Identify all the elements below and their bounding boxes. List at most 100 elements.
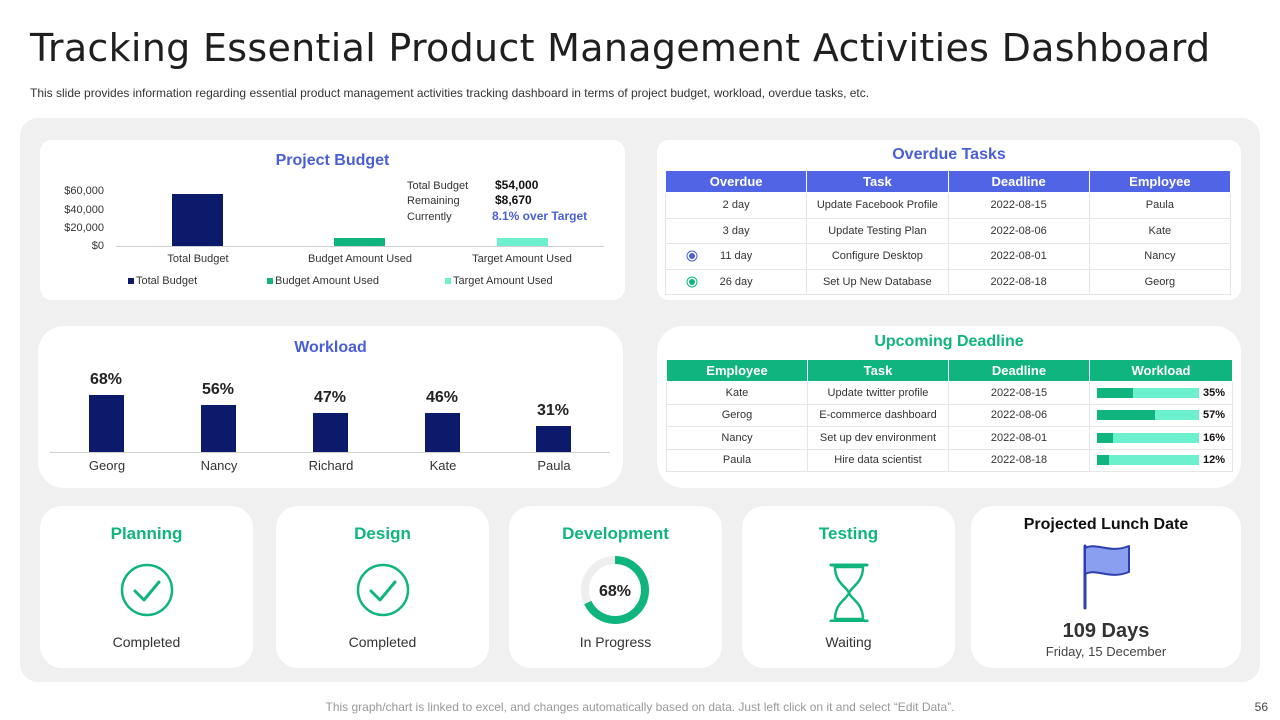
cell-deadline: 2022-08-06 — [948, 403, 1090, 427]
cell-task: Set up dev environment — [807, 426, 949, 450]
column-header: Workload — [1089, 359, 1233, 382]
testing-title: Testing — [818, 524, 879, 543]
x-axis-line — [116, 246, 604, 247]
workload-progress-bar — [1097, 455, 1199, 466]
page-number: 56 — [1254, 700, 1268, 714]
cell-employee: Georg — [1088, 268, 1232, 295]
column-header: Task — [806, 170, 949, 193]
workload-progress-bar — [1097, 432, 1199, 443]
table-header-row: Overdue Task Deadline Employee — [664, 170, 1232, 193]
flag-icon — [1083, 544, 1130, 610]
workload-bar — [201, 405, 236, 452]
upcoming-deadline-card: Upcoming Deadline Employee Task Deadline… — [657, 326, 1241, 488]
cell-task: Update Testing Plan — [806, 217, 949, 244]
table-row: 26 day Set Up New Database 2022-08-18 Ge… — [664, 268, 1232, 295]
remaining-label: Remaining — [407, 195, 460, 207]
column-header: Task — [807, 359, 949, 382]
remaining-value: $8,670 — [495, 193, 532, 207]
planning-status: Completed — [112, 634, 181, 650]
design-title: Design — [354, 524, 411, 543]
workload-name: Paula — [537, 458, 571, 473]
projected-lunch-card: Projected Lunch Date 109 Days Friday, 15… — [971, 506, 1241, 668]
cell-task: Update Facebook Profile — [806, 192, 949, 219]
legend-swatch — [128, 278, 134, 285]
legend-swatch — [445, 278, 451, 285]
cell-employee: Kate — [1088, 217, 1232, 244]
cell-employee: Paula — [1088, 192, 1232, 219]
workload-value: 31% — [536, 402, 570, 419]
legend-label: Total Budget — [136, 275, 198, 287]
workload-name: Richard — [308, 458, 354, 473]
column-header: Overdue — [664, 170, 808, 193]
testing-status: Waiting — [825, 634, 872, 650]
category-label: Target Amount Used — [472, 253, 572, 265]
workload-progress-fill — [1097, 432, 1114, 443]
check-circle-icon — [356, 563, 409, 617]
cell-employee: Paula — [666, 448, 808, 472]
progress-value: 68% — [599, 583, 631, 600]
table-row: Gerog E-commerce dashboard 2022-08-06 57… — [666, 403, 1233, 427]
column-header: Deadline — [947, 170, 1090, 193]
cell-deadline: 2022-08-15 — [948, 381, 1090, 405]
y-tick: $20,000 — [64, 222, 104, 234]
legend-label: Target Amount Used — [453, 275, 553, 287]
overdue-tasks-title: Overdue Tasks — [892, 146, 1006, 163]
workload-progress-fill — [1097, 455, 1110, 466]
column-header: Employee — [1088, 170, 1232, 193]
cell-task: Update twitter profile — [807, 381, 949, 405]
workload-bar — [425, 413, 460, 452]
development-status: In Progress — [579, 634, 652, 650]
legend-label: Budget Amount Used — [275, 275, 379, 287]
cell-employee: Gerog — [666, 403, 808, 427]
y-tick: $40,000 — [64, 204, 104, 216]
workload-value: 68% — [89, 371, 123, 388]
development-card: Development 68% In Progress — [509, 506, 722, 668]
legend-budget-used: Budget Amount Used — [267, 275, 379, 287]
legend-total-budget: Total Budget — [128, 275, 197, 287]
cell-overdue: 2 day — [664, 192, 808, 219]
page-subtitle: This slide provides information regardin… — [30, 86, 870, 100]
table-row: 3 day Update Testing Plan 2022-08-06 Kat… — [664, 217, 1232, 244]
cell-workload: 12% — [1089, 448, 1233, 472]
workload-bar — [313, 413, 348, 452]
table-header-row: Employee Task Deadline Workload — [666, 359, 1233, 382]
workload-bar — [536, 426, 571, 452]
bar-total-budget — [172, 194, 223, 246]
cell-overdue: 26 day — [664, 268, 808, 295]
legend-swatch — [267, 278, 273, 285]
category-label: Total Budget — [167, 253, 229, 265]
table-row: 2 day Update Facebook Profile 2022-08-15… — [664, 192, 1232, 219]
projected-lunch-title: Projected Lunch Date — [1023, 516, 1189, 533]
category-label: Budget Amount Used — [308, 253, 412, 265]
cell-deadline: 2022-08-15 — [947, 192, 1090, 219]
workload-name: Georg — [88, 458, 126, 473]
total-budget-label: Total Budget — [407, 180, 469, 192]
workload-progress-fill — [1097, 410, 1156, 421]
progress-ring-fill — [581, 556, 649, 624]
workload-name: Nancy — [200, 458, 238, 473]
planning-title: Planning — [110, 524, 183, 543]
design-card: Design Completed — [276, 506, 489, 668]
upcoming-deadline-title: Upcoming Deadline — [874, 333, 1024, 350]
cell-overdue: 3 day — [664, 217, 808, 244]
workload-card: Workload 68% 56% 47% 46% 31% Georg Nancy… — [38, 326, 623, 488]
planning-card: Planning Completed — [40, 506, 253, 668]
project-budget-title: Project Budget — [275, 152, 390, 169]
cell-employee: Nancy — [1088, 243, 1232, 270]
workload-percent: 57% — [1202, 409, 1225, 422]
column-header: Employee — [666, 359, 808, 382]
cell-overdue: 11 day — [664, 243, 808, 270]
testing-card: Testing Waiting — [742, 506, 955, 668]
workload-value: 47% — [313, 389, 347, 406]
cell-task: E-commerce dashboard — [807, 403, 949, 427]
lunch-date: Friday, 15 December — [1045, 644, 1167, 659]
table-row: Kate Update twitter profile 2022-08-15 3… — [666, 381, 1233, 405]
page-title: Tracking Essential Product Management Ac… — [30, 26, 1211, 70]
workload-percent: 35% — [1202, 386, 1225, 399]
workload-progress-bar — [1097, 410, 1199, 421]
cell-employee: Nancy — [666, 426, 808, 450]
bar-budget-amount-used — [334, 238, 385, 246]
y-tick: $0 — [91, 240, 104, 252]
column-header: Deadline — [948, 359, 1090, 382]
